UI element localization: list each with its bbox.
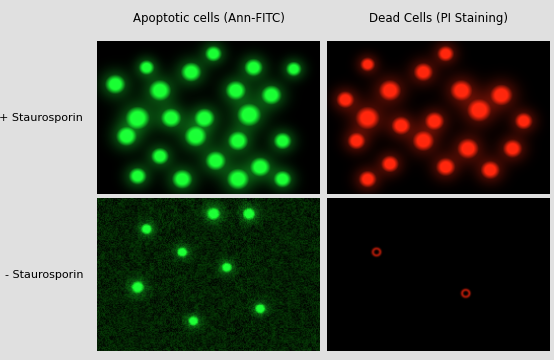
Text: + Staurosporin: + Staurosporin — [0, 113, 83, 123]
Text: Dead Cells (PI Staining): Dead Cells (PI Staining) — [368, 12, 507, 24]
Text: - Staurosporin: - Staurosporin — [4, 270, 83, 280]
Text: Apoptotic cells (Ann-FITC): Apoptotic cells (Ann-FITC) — [132, 12, 284, 24]
